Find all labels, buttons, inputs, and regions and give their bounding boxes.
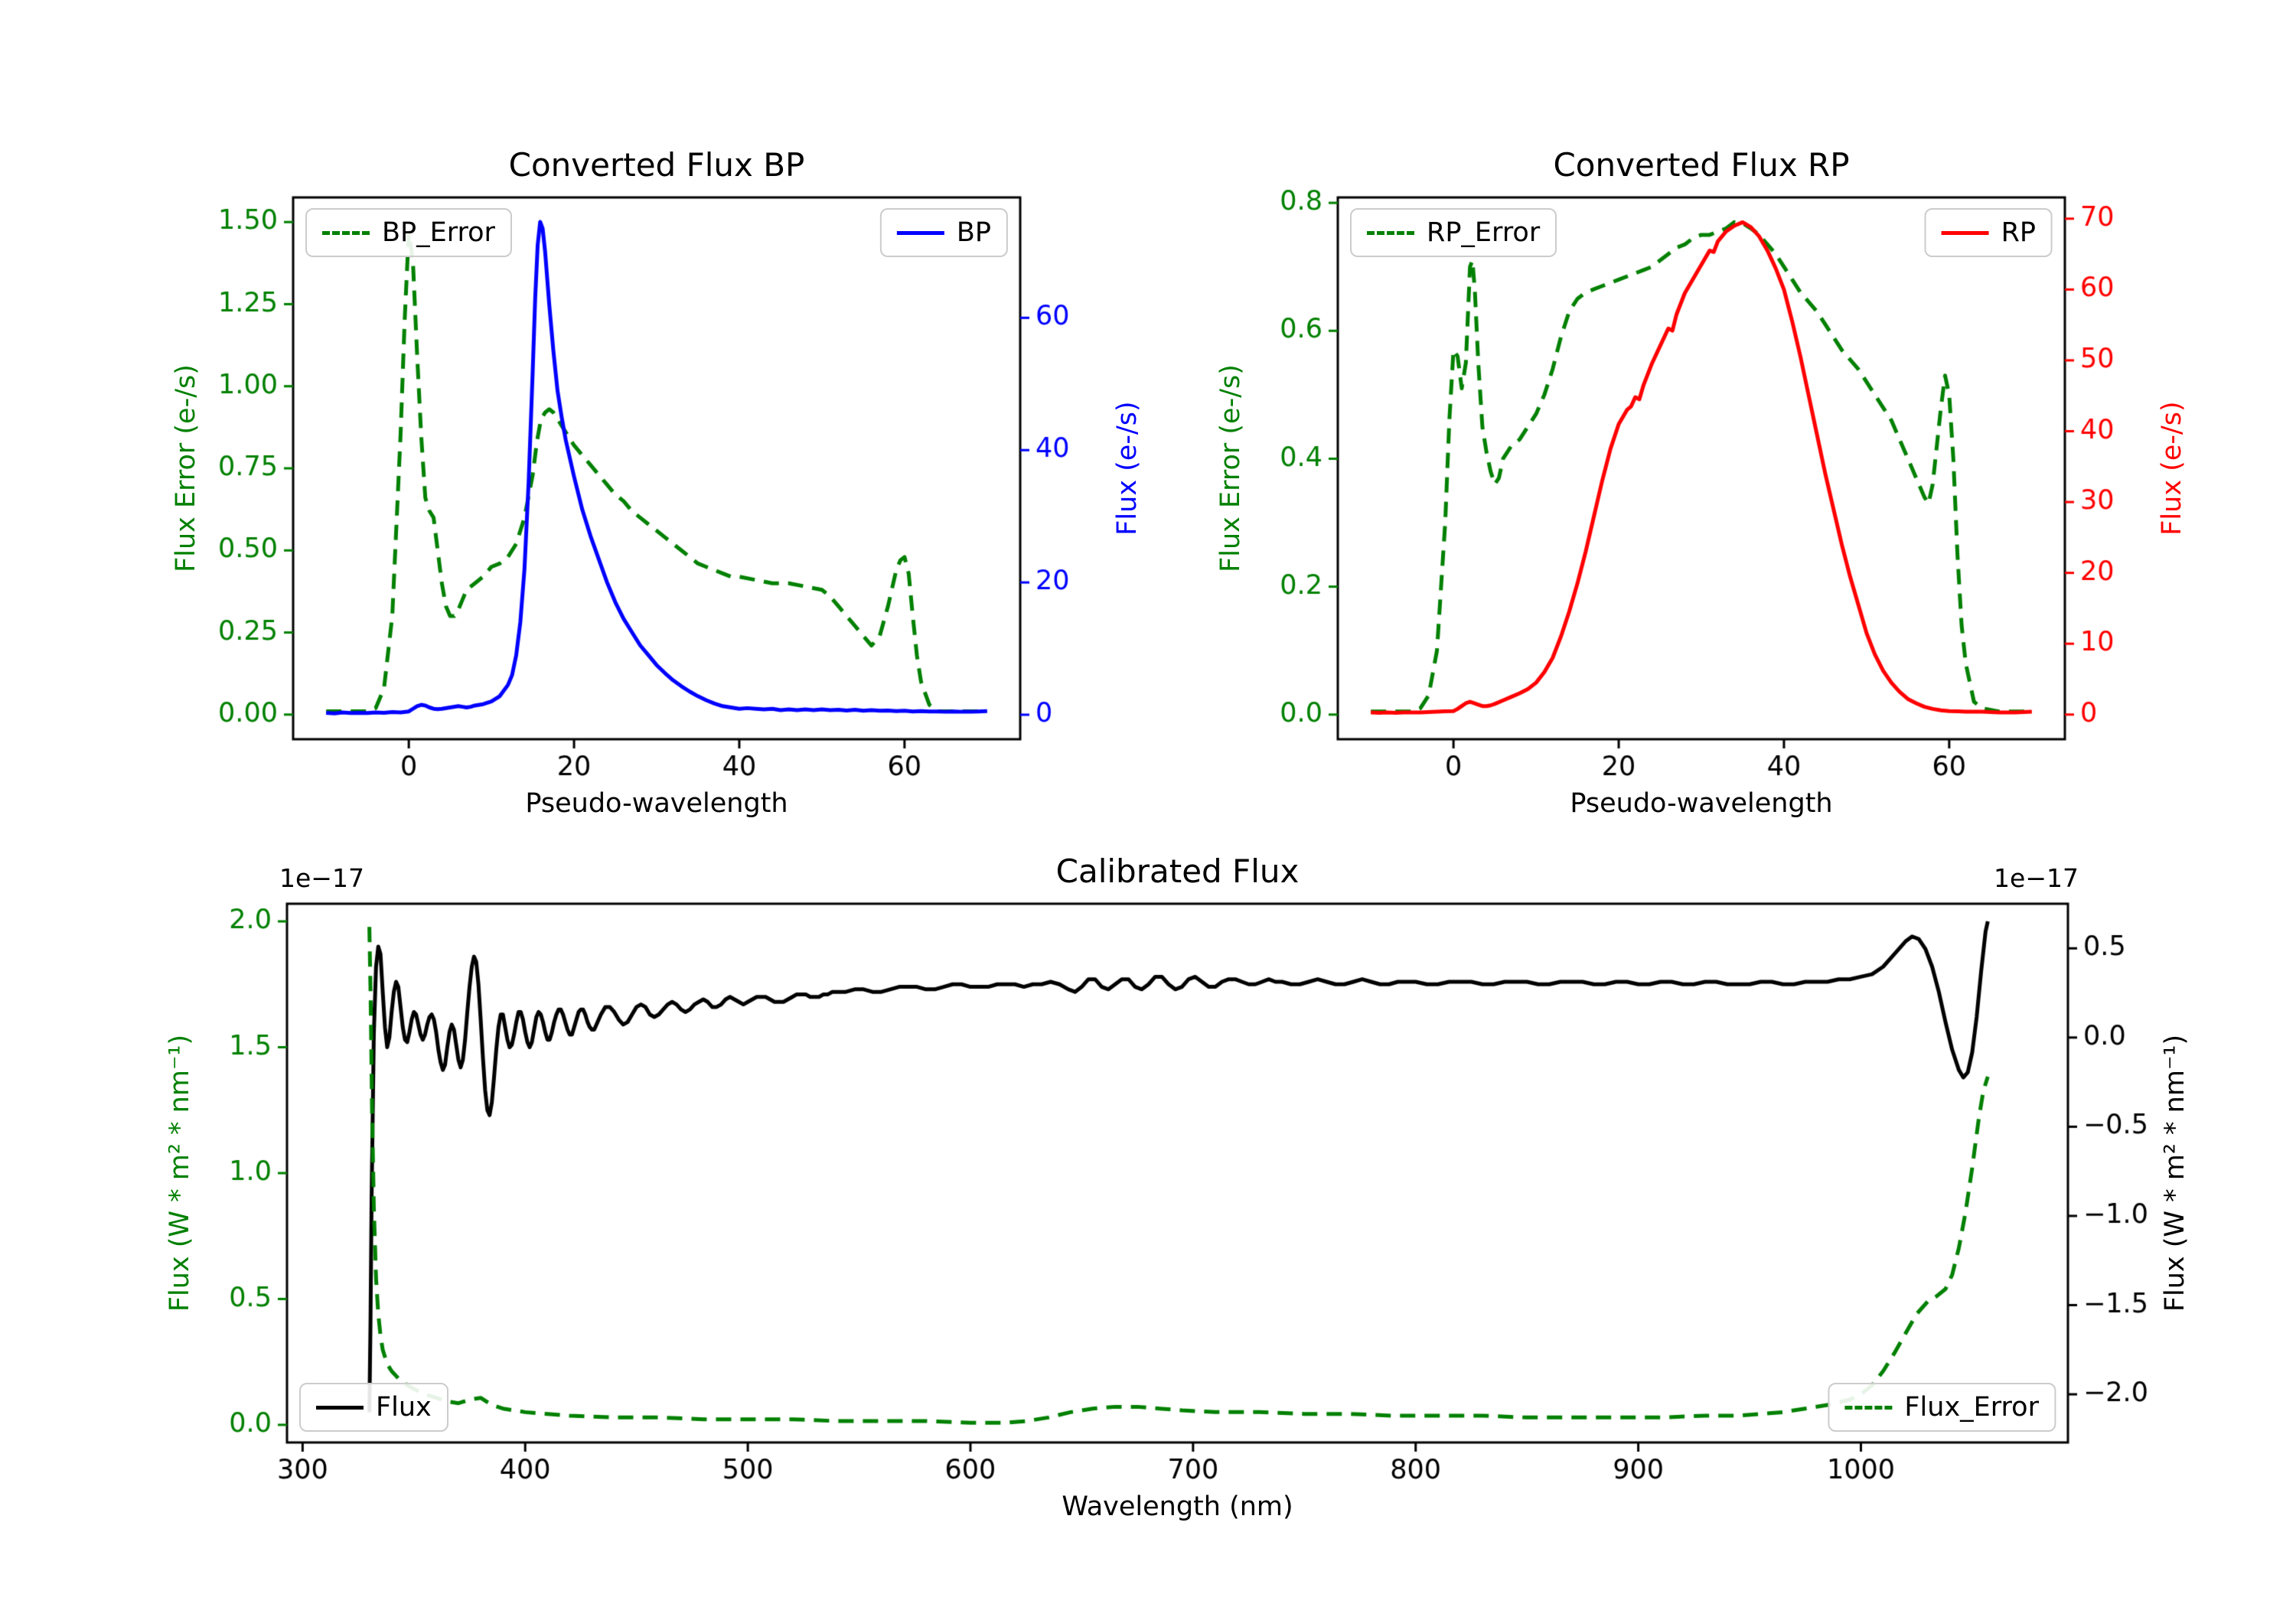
rp-chart-title: Converted Flux RP [1553,146,1850,184]
bp-xaxis-label: Pseudo-wavelength [525,788,788,819]
rp-legend: RP [1924,208,2053,257]
rp-legend-line [1941,230,1989,235]
rp-left-yaxis-label: Flux Error (e-/s) [1215,364,1246,572]
flux-error-legend: Flux_Error [1828,1383,2056,1432]
calibrated-right-yaxis-label: Flux (W * m² * nm⁻¹) [2160,1034,2190,1312]
bp-legend: BP [879,208,1008,257]
flux-legend: Flux [299,1383,448,1432]
rp-legend-label: RP [2001,217,2036,248]
bp-error-legend-label: BP_Error [382,217,495,248]
flux-legend-line [316,1405,364,1410]
rp-error-legend-label: RP_Error [1427,217,1541,248]
calibrated-xaxis-label: Wavelength (nm) [1062,1491,1293,1522]
rp-error-legend: RP_Error [1350,208,1557,257]
bp-error-legend-line [322,230,370,235]
bp-chart-title: Converted Flux BP [508,146,805,184]
bp-legend-label: BP [956,217,991,248]
calibrated-chart-title: Calibrated Flux [1055,852,1300,890]
bp-legend-line [896,230,944,235]
flux-error-legend-line [1844,1405,1893,1410]
bp-right-yaxis-label: Flux (e-/s) [1112,401,1143,536]
bp-left-yaxis-label: Flux Error (e-/s) [171,364,201,572]
right-axis-offset-multiplier: 1e−17 [1994,863,2079,893]
flux-error-legend-label: Flux_Error [1904,1392,2039,1423]
rp-right-yaxis-label: Flux (e-/s) [2157,401,2187,536]
rp-error-legend-line [1367,230,1414,235]
flux-legend-label: Flux [376,1392,432,1423]
rp-xaxis-label: Pseudo-wavelength [1570,788,1833,819]
left-axis-offset-multiplier: 1e−17 [279,863,364,893]
calibrated-left-yaxis-label: Flux (W * m² * nm⁻¹) [165,1034,195,1312]
bp-error-legend: BP_Error [305,208,512,257]
